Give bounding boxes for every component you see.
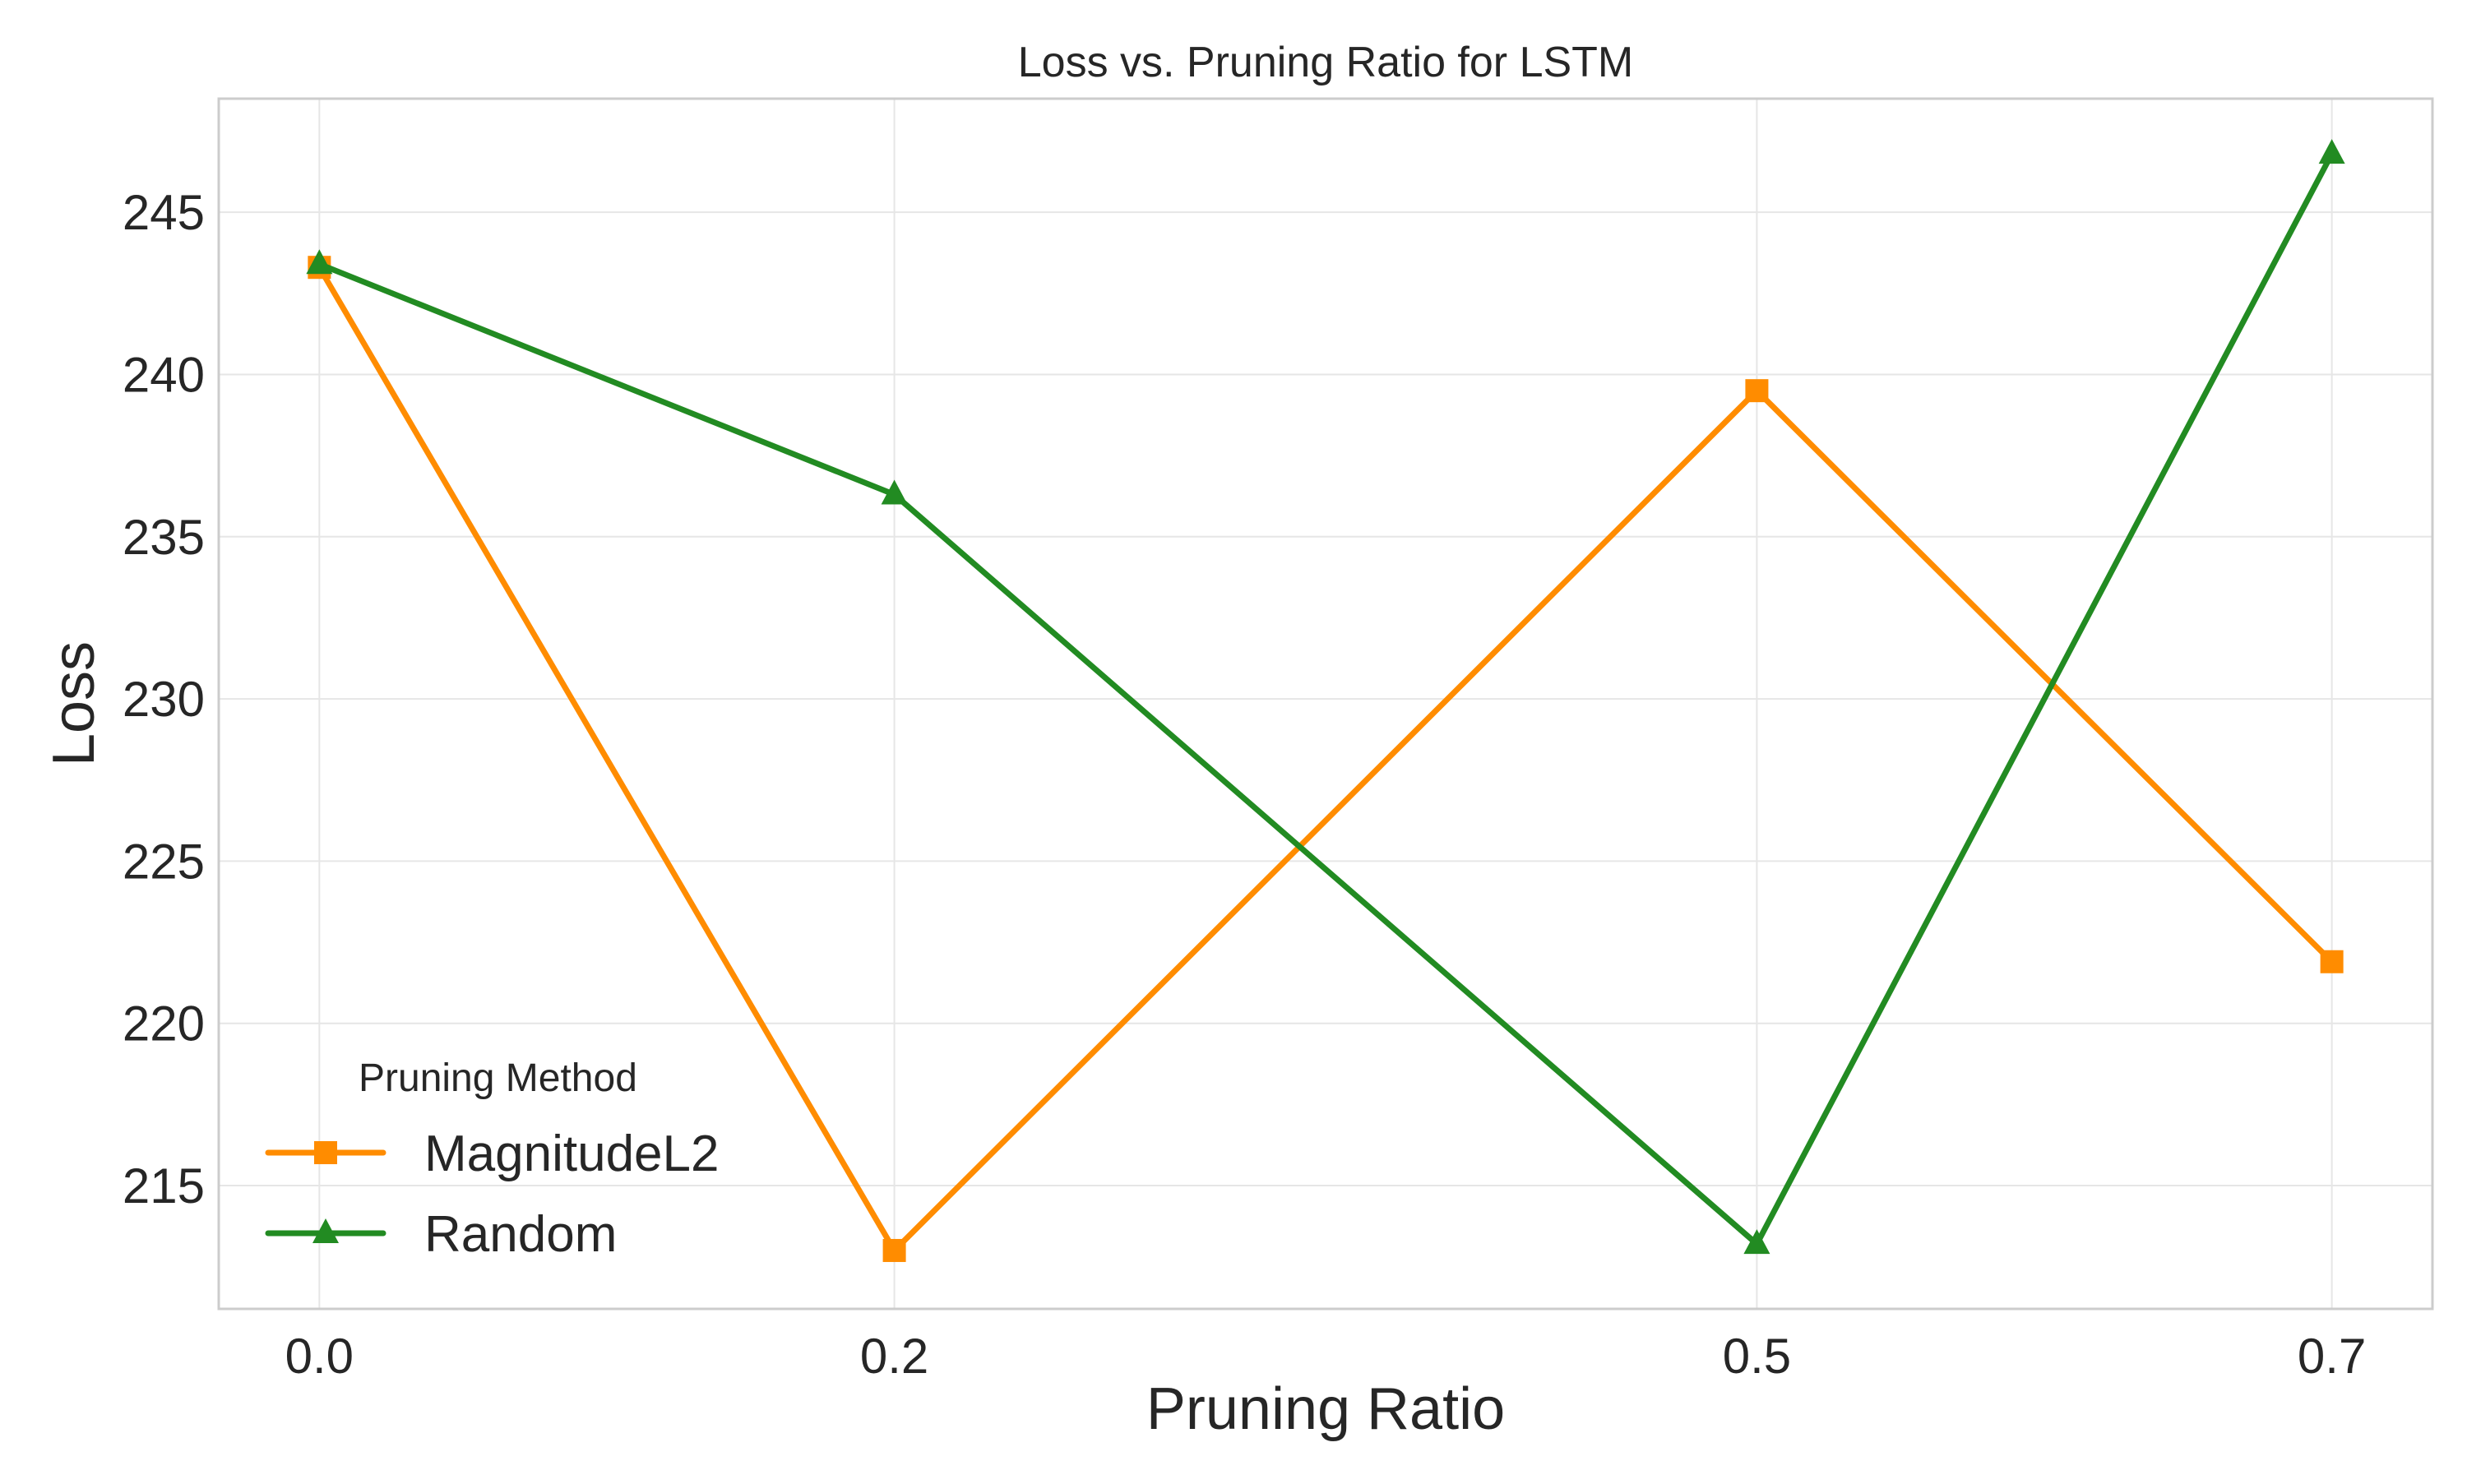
- y-tick-label: 245: [123, 185, 205, 240]
- data-point-random: [881, 479, 908, 505]
- y-tick-label: 225: [123, 834, 205, 889]
- data-point-random: [306, 249, 333, 275]
- series-magnitudel2: [308, 256, 2344, 1262]
- data-point-magnitudel2: [1745, 379, 1769, 403]
- legend-label-magnitudel2: MagnitudeL2: [424, 1126, 720, 1182]
- series-random: [306, 139, 2345, 1255]
- legend-title: Pruning Method: [359, 1056, 637, 1100]
- chart-title: Loss vs. Pruning Ratio for LSTM: [1018, 39, 1634, 86]
- data-point-magnitudel2: [882, 1238, 906, 1262]
- legend-item-magnitudel2: MagnitudeL2: [265, 1126, 720, 1182]
- x-axis-label: Pruning Ratio: [1146, 1376, 1505, 1442]
- y-tick-label: 230: [123, 672, 205, 727]
- legend-item-random: Random: [265, 1206, 617, 1263]
- x-tick-label: 0.2: [860, 1329, 928, 1384]
- legend: Pruning Method MagnitudeL2 Random: [265, 1056, 720, 1263]
- y-tick-label: 215: [123, 1158, 205, 1214]
- legend-label-random: Random: [424, 1206, 617, 1263]
- data-point-random: [1743, 1229, 1770, 1255]
- legend-marker-random: [312, 1218, 339, 1243]
- data-point-random: [2318, 139, 2345, 164]
- series-layer: [306, 139, 2345, 1262]
- y-tick-label: 240: [123, 347, 205, 402]
- ticks-layer: 0.0 0.2 0.5 0.7 215 220 225 230 235 240 245: [123, 185, 2366, 1384]
- grid-layer: [219, 99, 2432, 1309]
- plot-frame: [217, 97, 2434, 1311]
- y-axis-label: Loss: [41, 641, 107, 766]
- x-tick-label: 0.0: [285, 1329, 354, 1384]
- x-tick-label: 0.7: [2298, 1329, 2366, 1384]
- y-tick-label: 235: [123, 510, 205, 565]
- legend-marker-magnitudel2: [314, 1141, 337, 1164]
- series-line-random: [316, 150, 2335, 1247]
- series-line-magnitudel2: [316, 264, 2335, 1254]
- data-point-magnitudel2: [2320, 950, 2344, 973]
- legend-items: MagnitudeL2 Random: [265, 1126, 720, 1263]
- x-tick-label: 0.5: [1723, 1329, 1791, 1384]
- y-tick-label: 220: [123, 996, 205, 1052]
